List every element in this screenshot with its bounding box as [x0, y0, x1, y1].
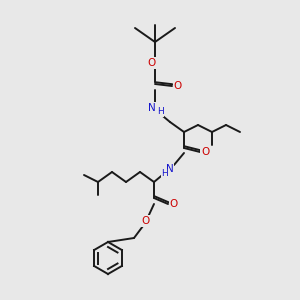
Text: O: O: [170, 199, 178, 209]
Text: O: O: [141, 216, 149, 226]
Text: N: N: [166, 164, 174, 174]
Text: H: H: [162, 169, 168, 178]
Text: H: H: [157, 107, 164, 116]
Text: O: O: [148, 58, 156, 68]
Text: O: O: [174, 81, 182, 91]
Text: O: O: [201, 147, 209, 157]
Text: N: N: [148, 103, 156, 113]
